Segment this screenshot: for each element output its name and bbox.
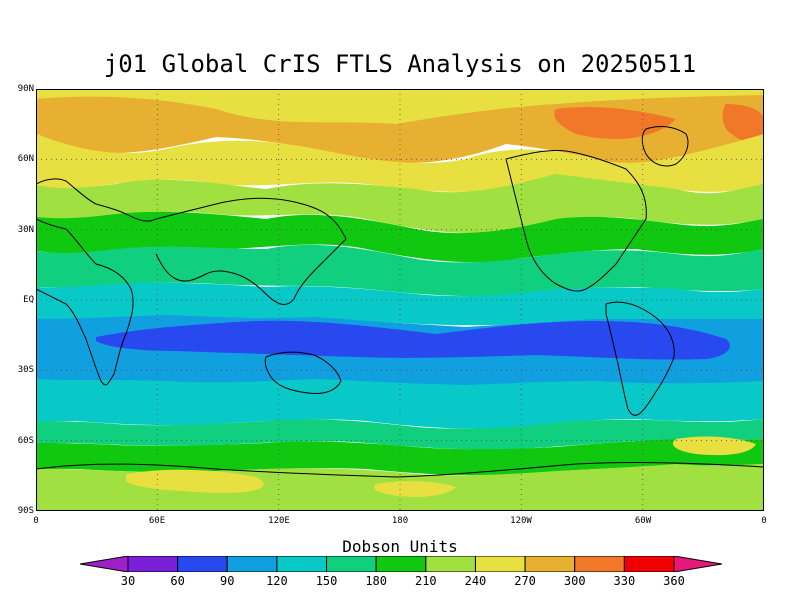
band-northern-jet	[36, 211, 764, 263]
band-equatorial-min	[96, 320, 730, 360]
map-canvas	[36, 89, 764, 511]
colorbar-swatch	[276, 556, 328, 572]
lon-label-0-left: 0	[33, 516, 39, 526]
colorbar	[80, 556, 722, 572]
band-northern-subpolar	[36, 174, 764, 234]
lon-label-0-right: 0	[761, 516, 767, 526]
colorbar-swatch	[474, 556, 526, 572]
colorbar-swatches	[80, 556, 722, 572]
lat-label-90n: 90N	[17, 84, 34, 94]
coast-asia	[155, 197, 347, 305]
lon-label-120e: 120E	[268, 516, 290, 526]
coast-north-america	[505, 150, 647, 292]
lat-label-60s: 60S	[17, 436, 34, 446]
colorbar-level-label: 180	[365, 574, 388, 588]
colorbar-swatch	[623, 556, 675, 572]
lon-label-60e: 60E	[148, 516, 166, 526]
colorbar-title: Dobson Units	[342, 537, 458, 556]
map-frame	[36, 89, 764, 511]
lon-label-180: 180	[391, 516, 409, 526]
colorbar-level-label: 120	[266, 574, 288, 588]
colorbar-min-cap	[80, 556, 129, 572]
ozone-field	[36, 89, 764, 511]
colorbar-swatch	[127, 556, 179, 572]
colorbar-level-label: 270	[514, 574, 536, 588]
arctic-core-patch	[554, 107, 676, 139]
chart-title: j01 Global CrIS FTLS Analysis on 2025051…	[103, 50, 697, 78]
band-southern-subtropics	[36, 379, 764, 429]
colorbar-level-label: 90	[220, 574, 235, 588]
lat-label-60n: 60N	[17, 154, 34, 164]
colorbar-swatch	[425, 556, 476, 572]
colorbar-swatch	[226, 556, 278, 572]
antarctic-high-patch	[126, 469, 264, 494]
colorbar-max-cap	[673, 556, 722, 572]
band-southern-jet	[36, 439, 764, 476]
colorbar-swatch	[177, 556, 228, 572]
lat-label-30n: 30N	[17, 225, 34, 235]
coast-antarctica	[36, 462, 764, 478]
lon-label-60w: 60W	[634, 516, 652, 526]
coast-south-america	[605, 301, 675, 416]
colorbar-level-label: 330	[613, 574, 636, 588]
colorbar-level-label: 360	[663, 574, 685, 588]
band-subtropics-north	[36, 244, 764, 297]
antarctic-high-patch-2	[672, 436, 756, 456]
coast-greenland	[641, 126, 689, 167]
grid	[36, 89, 764, 511]
colorbar-level-label: 210	[414, 574, 437, 588]
colorbar-level-label: 30	[120, 574, 136, 588]
coast-australia	[264, 351, 342, 394]
coast-europe	[36, 178, 157, 222]
colorbar-level-label: 300	[563, 574, 586, 588]
antarctic-high-patch-3	[374, 481, 456, 497]
arctic-core-patch-2	[722, 104, 764, 145]
coast-africa	[36, 218, 134, 386]
ozone-map	[36, 89, 764, 511]
colorbar-swatch	[326, 556, 377, 572]
colorbar-swatch	[375, 556, 427, 572]
colorbar-level-label: 60	[170, 574, 185, 588]
colorbar-swatch	[524, 556, 576, 572]
colorbar-level-label: 240	[464, 574, 487, 588]
lat-label-90s: 90S	[17, 506, 34, 516]
lat-label-eq: EQ	[23, 295, 34, 305]
lon-label-120w: 120W	[510, 516, 532, 526]
colorbar-level-label: 150	[315, 574, 338, 588]
coastlines	[36, 126, 764, 478]
lat-label-30s: 30S	[17, 365, 34, 375]
colorbar-swatch	[574, 556, 625, 572]
